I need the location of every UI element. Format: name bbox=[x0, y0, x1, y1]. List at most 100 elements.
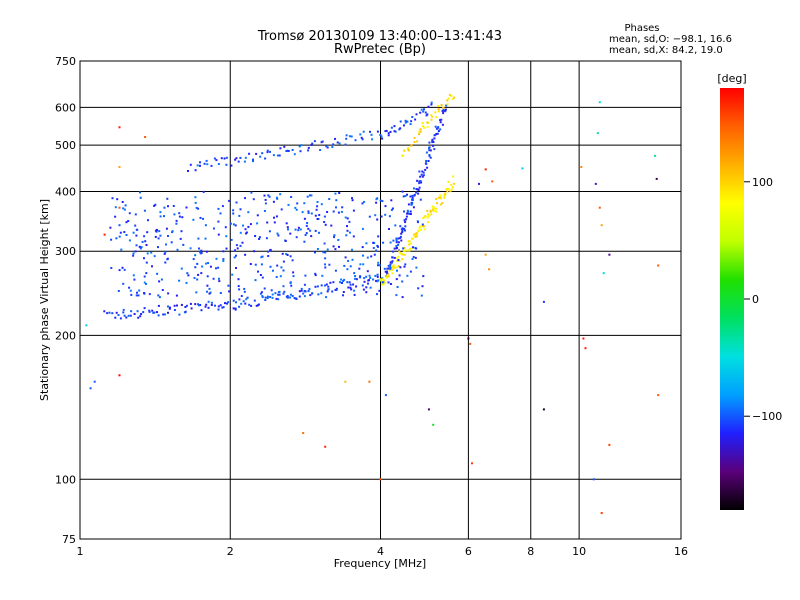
data-point bbox=[139, 196, 142, 199]
data-point bbox=[210, 304, 213, 306]
data-point bbox=[269, 248, 272, 251]
data-point bbox=[387, 281, 390, 284]
data-point bbox=[138, 289, 141, 292]
data-point bbox=[189, 247, 192, 250]
data-point bbox=[430, 101, 433, 104]
data-point bbox=[442, 112, 445, 115]
data-point bbox=[358, 267, 361, 270]
data-point bbox=[206, 290, 208, 293]
data-point bbox=[404, 121, 407, 124]
data-point bbox=[325, 296, 328, 299]
data-point bbox=[401, 227, 404, 230]
data-point bbox=[369, 277, 372, 279]
phases-header: Phases bbox=[624, 23, 659, 34]
data-point bbox=[426, 166, 429, 169]
data-point bbox=[376, 280, 379, 283]
data-point bbox=[432, 144, 435, 147]
data-point bbox=[151, 309, 154, 312]
data-point bbox=[542, 408, 545, 411]
data-point bbox=[197, 237, 200, 240]
data-point bbox=[434, 125, 437, 128]
data-point bbox=[440, 104, 443, 106]
data-point bbox=[428, 149, 431, 152]
data-point bbox=[600, 512, 603, 514]
data-point bbox=[390, 261, 393, 264]
data-point bbox=[421, 170, 424, 173]
data-point bbox=[350, 135, 353, 138]
data-point bbox=[140, 246, 143, 249]
data-point bbox=[317, 293, 320, 296]
data-point bbox=[399, 252, 402, 255]
data-point bbox=[234, 224, 237, 227]
data-point bbox=[385, 129, 388, 132]
data-point bbox=[376, 218, 379, 221]
x-tick-label: 16 bbox=[674, 545, 688, 558]
data-point bbox=[146, 231, 149, 234]
data-point bbox=[359, 275, 362, 278]
data-point bbox=[144, 240, 147, 243]
data-point bbox=[657, 394, 660, 397]
data-point bbox=[235, 254, 237, 257]
data-point bbox=[407, 203, 410, 206]
data-point bbox=[389, 130, 392, 133]
data-point bbox=[419, 111, 422, 114]
data-point bbox=[300, 144, 303, 147]
data-point bbox=[361, 227, 364, 230]
data-point bbox=[143, 281, 146, 284]
data-point bbox=[491, 180, 494, 183]
data-point bbox=[176, 304, 178, 307]
data-point bbox=[299, 228, 302, 231]
data-point bbox=[384, 270, 387, 273]
data-point bbox=[381, 281, 384, 284]
data-point bbox=[396, 286, 399, 288]
data-point bbox=[115, 237, 118, 240]
data-point bbox=[379, 199, 382, 202]
data-point bbox=[382, 278, 384, 281]
data-point bbox=[265, 237, 268, 240]
data-point bbox=[433, 137, 436, 140]
data-point bbox=[433, 134, 436, 137]
data-point bbox=[342, 291, 345, 293]
data-point bbox=[213, 157, 216, 160]
data-point bbox=[377, 261, 380, 264]
data-point bbox=[200, 309, 203, 312]
data-point bbox=[255, 304, 258, 307]
data-point bbox=[394, 130, 397, 133]
data-point bbox=[232, 299, 235, 302]
data-point bbox=[400, 239, 403, 242]
data-point bbox=[600, 224, 603, 227]
data-point bbox=[393, 130, 396, 133]
data-point bbox=[328, 198, 331, 200]
data-point bbox=[390, 126, 393, 129]
data-point bbox=[418, 182, 421, 185]
data-point bbox=[401, 296, 404, 299]
data-point bbox=[415, 191, 418, 194]
data-point bbox=[408, 243, 411, 246]
data-point bbox=[408, 249, 411, 252]
data-point bbox=[395, 241, 398, 244]
data-point bbox=[368, 215, 371, 218]
data-point bbox=[128, 239, 131, 242]
data-point bbox=[342, 294, 344, 297]
data-point bbox=[279, 147, 282, 150]
data-point bbox=[360, 136, 363, 139]
data-point bbox=[414, 118, 417, 121]
data-point bbox=[279, 275, 282, 278]
data-point bbox=[419, 128, 422, 131]
data-point bbox=[326, 248, 329, 251]
data-point bbox=[430, 103, 433, 106]
data-point bbox=[377, 235, 380, 238]
data-point bbox=[217, 308, 220, 311]
data-point bbox=[355, 278, 358, 281]
data-point bbox=[275, 297, 278, 300]
data-point bbox=[164, 261, 167, 264]
data-point bbox=[321, 140, 324, 143]
data-point bbox=[282, 269, 285, 272]
data-point bbox=[353, 272, 356, 275]
data-point bbox=[411, 198, 413, 201]
data-point bbox=[298, 290, 301, 293]
data-point bbox=[427, 408, 430, 411]
data-point bbox=[608, 443, 611, 446]
data-point bbox=[249, 223, 252, 226]
data-point bbox=[437, 105, 440, 108]
